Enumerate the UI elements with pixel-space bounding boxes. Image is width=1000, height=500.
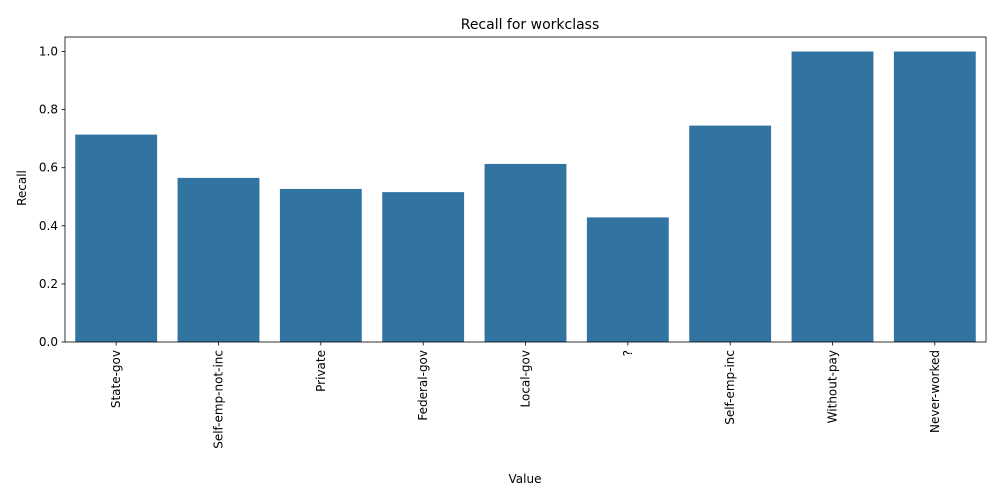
bar-2	[279, 188, 362, 342]
x-tick-label: Private	[314, 350, 328, 392]
y-tick-label: 0.2	[39, 277, 58, 291]
y-axis-title: Recall	[15, 170, 29, 206]
bar-5	[586, 217, 669, 342]
bars-layer	[75, 51, 976, 343]
x-tick-label: Never-worked	[928, 350, 942, 433]
x-axis-title: Value	[509, 472, 542, 486]
bar-3	[382, 192, 465, 342]
x-tick-label: Self-emp-not-inc	[212, 350, 226, 449]
bar-6	[689, 125, 772, 342]
bar-7	[791, 51, 874, 343]
x-tick-label: State-gov	[109, 350, 123, 408]
x-tick-label: Federal-gov	[416, 350, 430, 421]
bar-0	[75, 134, 158, 342]
x-tick-label: Local-gov	[519, 350, 533, 408]
x-tick-label: Without-pay	[826, 350, 840, 423]
y-tick-label: 0.6	[39, 161, 58, 175]
bar-4	[484, 163, 567, 342]
bar-8	[893, 51, 976, 343]
y-tick-label: 1.0	[39, 45, 58, 59]
y-tick-label: 0.0	[39, 335, 58, 349]
y-tick-label: 0.4	[39, 219, 58, 233]
x-tick-label: ?	[621, 350, 635, 356]
plot-frame	[64, 36, 987, 343]
x-tick-label: Self-emp-inc	[723, 350, 737, 425]
x-axis: State-gov Self-emp-not-inc Private Federal-…	[109, 342, 942, 449]
bar-1	[177, 177, 260, 342]
chart-title: Recall for workclass	[461, 17, 600, 33]
y-tick-label: 0.8	[39, 103, 58, 117]
y-axis: 0.0 0.2 0.4 0.6 0.8 1.0	[39, 45, 65, 349]
